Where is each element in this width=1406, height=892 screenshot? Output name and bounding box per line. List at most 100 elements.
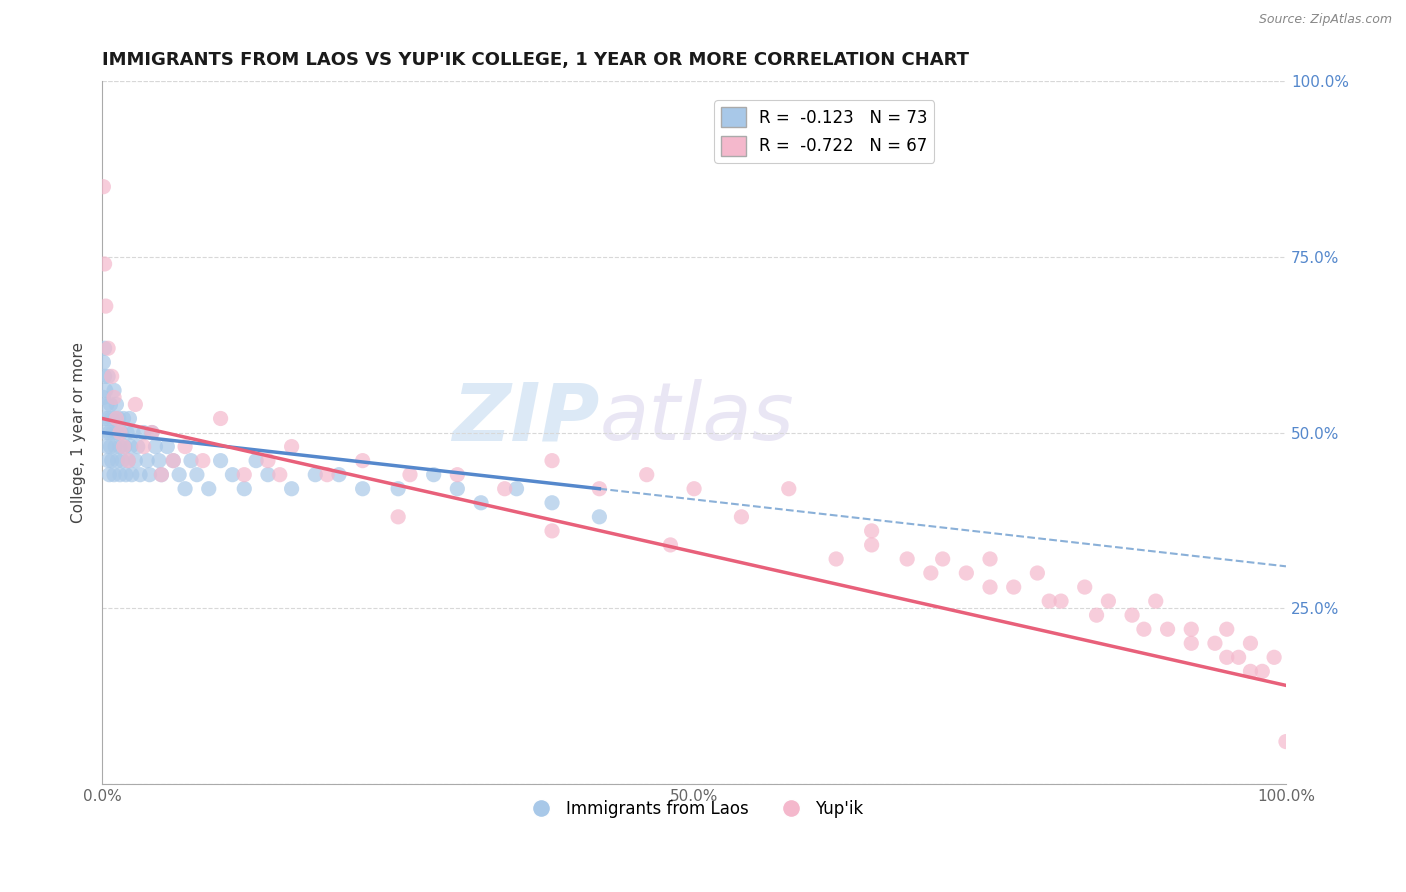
Point — [150, 467, 173, 482]
Point — [1121, 608, 1143, 623]
Point — [328, 467, 350, 482]
Point — [1097, 594, 1119, 608]
Point — [93, 341, 115, 355]
Point — [97, 369, 120, 384]
Point — [93, 391, 115, 405]
Point — [150, 467, 173, 482]
Point — [588, 509, 610, 524]
Point — [979, 580, 1001, 594]
Point — [636, 467, 658, 482]
Point — [117, 453, 139, 467]
Point — [191, 453, 214, 467]
Point — [399, 467, 422, 482]
Point — [94, 384, 117, 398]
Point — [269, 467, 291, 482]
Point — [104, 440, 127, 454]
Text: atlas: atlas — [599, 379, 794, 458]
Point — [132, 425, 155, 440]
Point — [280, 440, 302, 454]
Point — [129, 467, 152, 482]
Point — [1038, 594, 1060, 608]
Point — [197, 482, 219, 496]
Text: ZIP: ZIP — [451, 379, 599, 458]
Point — [141, 425, 163, 440]
Point — [167, 467, 190, 482]
Point — [162, 453, 184, 467]
Point — [186, 467, 208, 482]
Point — [117, 453, 139, 467]
Point — [860, 524, 883, 538]
Point — [100, 411, 122, 425]
Point — [145, 440, 167, 454]
Point — [1251, 665, 1274, 679]
Point — [825, 552, 848, 566]
Point — [541, 453, 564, 467]
Point — [955, 566, 977, 580]
Point — [127, 440, 149, 454]
Point — [209, 453, 232, 467]
Point — [100, 440, 122, 454]
Point — [136, 453, 159, 467]
Point — [97, 453, 120, 467]
Point — [103, 467, 125, 482]
Point — [124, 397, 146, 411]
Point — [104, 411, 127, 425]
Point — [93, 411, 115, 425]
Point — [257, 453, 280, 467]
Point — [93, 257, 115, 271]
Point — [1227, 650, 1250, 665]
Point — [115, 425, 138, 440]
Point — [156, 440, 179, 454]
Point — [100, 397, 122, 411]
Point — [1144, 594, 1167, 608]
Point — [1216, 622, 1239, 636]
Point — [920, 566, 942, 580]
Point — [233, 467, 256, 482]
Point — [304, 467, 326, 482]
Point — [101, 425, 124, 440]
Point — [108, 425, 131, 440]
Point — [124, 453, 146, 467]
Point — [209, 411, 232, 425]
Point — [470, 496, 492, 510]
Point — [111, 453, 134, 467]
Point — [1133, 622, 1156, 636]
Point — [112, 440, 135, 454]
Point — [94, 299, 117, 313]
Point — [162, 453, 184, 467]
Point — [121, 467, 143, 482]
Point — [316, 467, 339, 482]
Point — [148, 453, 170, 467]
Point — [931, 552, 953, 566]
Point — [280, 482, 302, 496]
Point — [138, 467, 160, 482]
Point — [105, 397, 128, 411]
Point — [132, 440, 155, 454]
Point — [93, 179, 115, 194]
Point — [387, 509, 409, 524]
Point — [1073, 580, 1095, 594]
Point — [245, 453, 267, 467]
Point — [114, 440, 136, 454]
Point — [1263, 650, 1285, 665]
Point — [1216, 650, 1239, 665]
Point — [93, 369, 115, 384]
Point — [107, 411, 129, 425]
Point — [97, 411, 120, 425]
Point — [233, 482, 256, 496]
Point — [118, 411, 141, 425]
Point — [541, 524, 564, 538]
Point — [1050, 594, 1073, 608]
Point — [108, 467, 131, 482]
Point — [96, 440, 118, 454]
Point — [683, 482, 706, 496]
Point — [896, 552, 918, 566]
Point — [1239, 665, 1261, 679]
Y-axis label: College, 1 year or more: College, 1 year or more — [72, 342, 86, 523]
Point — [112, 411, 135, 425]
Point — [221, 467, 243, 482]
Point — [446, 467, 468, 482]
Point — [100, 453, 122, 467]
Point — [494, 482, 516, 496]
Point — [1156, 622, 1178, 636]
